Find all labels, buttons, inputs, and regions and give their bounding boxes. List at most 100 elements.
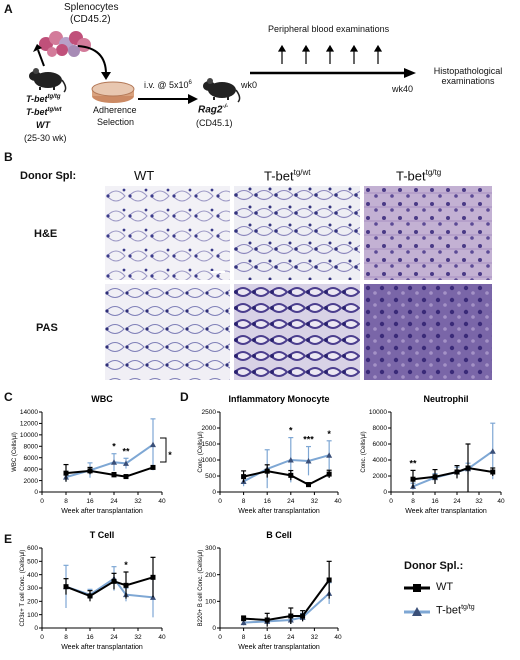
x-tick-label: 32 (134, 498, 142, 505)
y-tick-label: 2500 (202, 409, 217, 416)
y-tick-label: 100 (27, 612, 38, 619)
y-tick-label: 100 (205, 599, 216, 606)
row-pas-label: PAS (36, 322, 58, 334)
histopathological-label: Histopathological examinations (433, 66, 503, 87)
donor-age-label: (25-30 wk) (24, 133, 67, 143)
data-point-wt (241, 474, 247, 480)
culture-dish-icon (91, 81, 135, 103)
x-tick-label: 0 (389, 498, 393, 505)
y-tick-label: 200 (205, 572, 216, 579)
x-tick-label: 40 (334, 498, 342, 505)
y-tick-label: 1500 (202, 441, 217, 448)
y-tick-label: 0 (34, 625, 38, 632)
cd452-label: (CD45.2) (70, 14, 111, 25)
y-tick-label: 0 (212, 625, 216, 632)
data-point-wt (326, 471, 332, 477)
data-point-wt (63, 584, 69, 590)
timeline-arrow (250, 44, 416, 78)
y-tick-label: 500 (205, 473, 216, 480)
data-point-tbet (150, 441, 156, 448)
x-tick-label: 16 (86, 498, 94, 505)
y-tick-label: 0 (34, 489, 38, 496)
legend-wt-label: WT (436, 581, 454, 593)
x-tick-label: 8 (64, 634, 68, 641)
significance-marker: ** (122, 446, 130, 456)
arrow-to-dish-icon (77, 45, 111, 80)
legend-wt-marker (404, 584, 430, 592)
x-tick-label: 40 (497, 498, 505, 505)
panel-d-letter: D (180, 390, 189, 404)
x-tick-label: 32 (311, 634, 319, 641)
x-tick-label: 40 (158, 634, 166, 641)
chart-wbc: WBC 0 8 16 24 32 40 0 2000 4000 6000 8000 10000 12000… (12, 394, 172, 515)
data-point-wt (465, 465, 471, 471)
data-point-wt (123, 474, 129, 480)
y-tick-label: 200 (27, 599, 38, 606)
data-point-tbet (287, 457, 294, 463)
data-point-wt (454, 469, 460, 475)
y-axis-label: B220+ B cell Conc. (Cells/μl) (198, 550, 204, 627)
legend-title: Donor Spl.: (404, 560, 464, 572)
significance-marker: * (124, 560, 128, 570)
panel-b-letter: B (4, 150, 13, 164)
data-point-tbet (305, 457, 312, 464)
x-axis-label: Week after transplantation (405, 508, 487, 515)
data-point-wt (490, 469, 496, 475)
y-tick-label: 2000 (24, 478, 39, 485)
significance-marker: * (168, 450, 172, 460)
x-tick-label: 32 (311, 498, 319, 505)
selection-label: Selection (97, 117, 135, 127)
y-tick-label: 1000 (202, 457, 217, 464)
chart-title: Inflammatory Monocyte (228, 394, 329, 404)
chart-title: Neutrophil (424, 394, 469, 404)
donor-tgtg-label: T-bettg/tg (26, 94, 61, 104)
significance-marker: * (112, 442, 116, 452)
data-point-tbet (111, 459, 117, 465)
x-axis-label: Week after transplantation (61, 508, 143, 515)
histology-he-wt (105, 186, 230, 280)
data-point-wt (288, 472, 294, 478)
data-point-wt (264, 468, 270, 474)
y-tick-label: 2000 (373, 473, 388, 480)
y-tick-label: 4000 (373, 457, 388, 464)
x-tick-label: 8 (242, 634, 246, 641)
y-tick-label: 400 (27, 572, 38, 579)
column-wt-label: WT (134, 168, 155, 183)
y-tick-label: 10000 (369, 409, 387, 416)
histology-pas-tgwt (234, 284, 360, 380)
y-tick-label: 8000 (373, 425, 388, 432)
data-point-wt (410, 476, 416, 482)
chart-title: B Cell (266, 530, 292, 540)
histology-pas-tgtg (364, 284, 492, 380)
x-tick-label: 0 (40, 498, 44, 505)
y-tick-label: 4000 (24, 466, 39, 473)
recipient-mouse-icon (203, 78, 241, 103)
column-tgtg-label: T-bettg/tg (396, 168, 442, 184)
y-tick-label: 6000 (24, 455, 39, 462)
data-point-wt (306, 482, 311, 488)
significance-marker: * (327, 429, 331, 439)
x-tick-label: 32 (134, 634, 142, 641)
significance-marker: * (289, 426, 293, 436)
data-point-wt (432, 474, 438, 480)
x-tick-label: 0 (218, 498, 222, 505)
x-tick-label: 16 (264, 498, 272, 505)
y-tick-label: 500 (27, 559, 38, 566)
series-line-wt (243, 470, 330, 486)
series-line-tbet (412, 450, 494, 488)
x-axis-label: Week after transplantation (61, 644, 143, 651)
y-tick-label: 14000 (20, 409, 38, 416)
data-point-tbet (123, 460, 129, 466)
panel-a-letter: A (4, 2, 13, 16)
x-tick-label: 8 (242, 498, 246, 505)
data-point-wt (123, 582, 129, 588)
histology-he-tgwt (234, 186, 360, 280)
data-point-tbet (326, 452, 333, 458)
x-tick-label: 16 (86, 634, 94, 641)
panel-e-letter: E (4, 532, 13, 546)
donor-tgwt-label: T-bettg/wt (26, 107, 62, 117)
x-tick-label: 24 (110, 634, 118, 641)
significance-bracket (160, 437, 167, 463)
arrow-mouse-to-cells-icon (33, 44, 45, 67)
